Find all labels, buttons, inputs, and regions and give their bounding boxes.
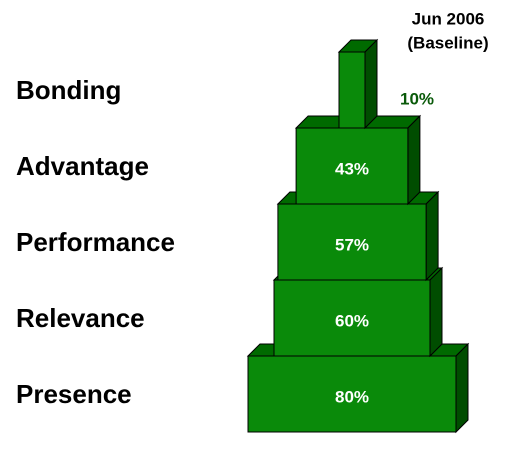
bar <box>295 127 409 205</box>
bar-side <box>364 38 378 130</box>
category-label: Relevance <box>16 303 145 333</box>
bar-side <box>455 342 469 434</box>
bar <box>247 355 457 433</box>
category-label: Bonding <box>16 75 121 105</box>
value-label: 60% <box>335 311 369 330</box>
value-label: 80% <box>335 387 369 406</box>
chart-title: Jun 2006 <box>412 9 485 28</box>
chart-subtitle: (Baseline) <box>407 33 488 52</box>
bar <box>338 51 366 129</box>
value-label: 57% <box>335 235 369 254</box>
value-label: 10% <box>400 89 434 108</box>
bar-side <box>407 114 421 206</box>
value-label: 43% <box>335 159 369 178</box>
category-label: Advantage <box>16 151 149 181</box>
category-label: Presence <box>16 379 132 409</box>
category-label: Performance <box>16 227 175 257</box>
bar <box>277 203 427 281</box>
bar-side <box>425 190 439 282</box>
bar-side <box>429 266 443 358</box>
